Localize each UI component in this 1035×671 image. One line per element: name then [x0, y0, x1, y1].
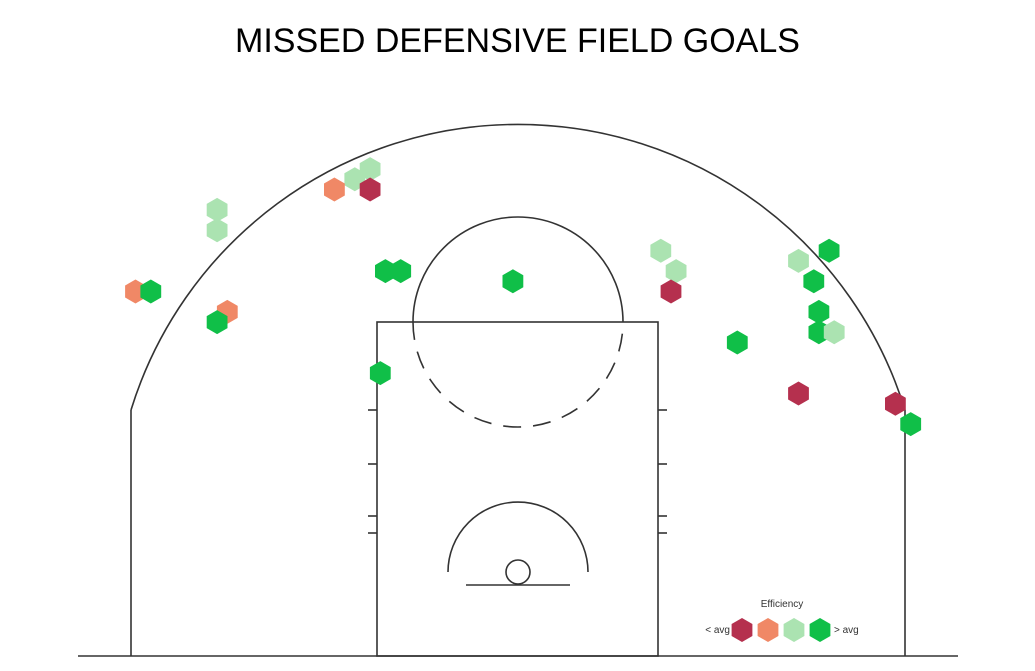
shot-hexagon — [206, 310, 228, 335]
free-throw-circle-bottom — [412, 321, 624, 428]
legend-low-label: < avg — [705, 625, 730, 636]
legend-swatch-high — [783, 618, 805, 642]
legend-swatch-very-high — [809, 618, 831, 642]
key-paint — [376, 321, 659, 657]
shot-hexagon — [900, 412, 922, 437]
shot-hexagon — [788, 381, 809, 406]
shot-hexagon — [650, 238, 672, 263]
shot-hexagon — [324, 177, 345, 202]
shot-hexagon — [660, 279, 682, 304]
hoop — [505, 559, 531, 585]
legend-swatch-low — [757, 618, 779, 642]
shot-hexagon — [665, 259, 687, 284]
shot-hexagon — [818, 238, 840, 263]
legend-title: Efficiency — [761, 599, 804, 610]
legend-high-label: > avg — [834, 625, 859, 636]
shot-hexagon — [502, 269, 524, 294]
restricted-area-arc — [447, 501, 589, 573]
free-throw-circle-top — [412, 216, 624, 323]
court-lines — [78, 123, 958, 657]
legend-swatches — [731, 618, 831, 642]
shot-hexagon — [726, 330, 748, 355]
shot-hexagon — [359, 177, 381, 202]
shot-hexagon — [140, 279, 162, 304]
shot-hexagon — [206, 197, 228, 222]
legend-swatch-very-low — [731, 618, 753, 642]
shot-hexagon — [803, 269, 825, 294]
shot-hexagon — [823, 320, 845, 345]
shot-hexagon — [885, 391, 906, 416]
shot-hexagon — [808, 299, 830, 324]
legend: Efficiency < avg > avg — [705, 599, 859, 642]
shot-hexagons — [125, 157, 922, 437]
three-point-arc — [130, 123, 906, 411]
shot-hexagon — [390, 259, 412, 284]
chart-title: MISSED DEFENSIVE FIELD GOALS — [235, 22, 800, 60]
shot-hexagon — [206, 218, 228, 243]
shot-hexagon — [788, 248, 809, 273]
shot-hexagon — [369, 361, 391, 386]
